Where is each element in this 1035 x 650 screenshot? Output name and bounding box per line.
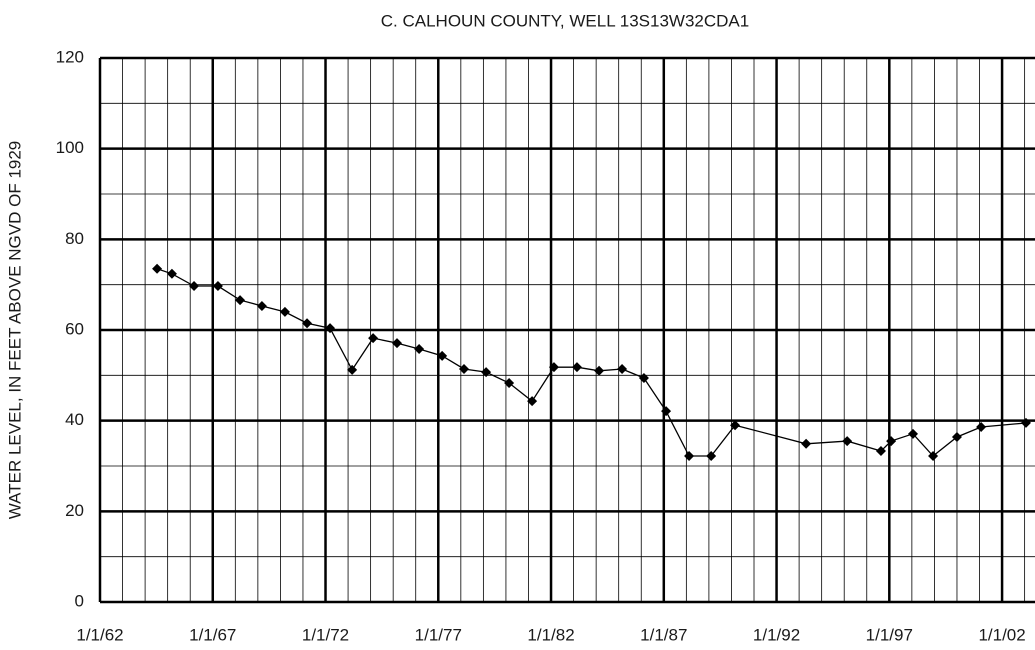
data-point <box>189 281 200 292</box>
x-tick-label: 1/1/02 <box>978 625 1025 644</box>
data-point <box>458 363 469 374</box>
data-point <box>325 323 336 334</box>
data-point <box>842 436 853 447</box>
data-point <box>548 362 559 373</box>
data-point <box>504 378 515 389</box>
data-point <box>152 263 163 274</box>
data-point <box>256 300 267 311</box>
data-point <box>481 367 492 378</box>
data-point <box>661 406 672 417</box>
data-point <box>875 446 886 457</box>
x-tick-label: 1/1/97 <box>866 625 913 644</box>
data-point <box>928 451 939 462</box>
x-tick-label: 1/1/72 <box>302 625 349 644</box>
data-point <box>302 318 313 329</box>
data-point <box>392 338 403 349</box>
data-point <box>235 295 246 306</box>
data-point <box>617 363 628 374</box>
x-tick-label: 1/1/67 <box>189 625 236 644</box>
data-point <box>801 438 812 449</box>
data-point <box>886 436 897 447</box>
x-tick-label: 1/1/77 <box>415 625 462 644</box>
y-tick-label: 100 <box>56 138 84 157</box>
data-point <box>414 344 425 355</box>
data-point <box>594 365 605 376</box>
x-tick-label: 1/1/92 <box>753 625 800 644</box>
y-tick-label: 20 <box>65 501 84 520</box>
x-tick-label: 1/1/62 <box>76 625 123 644</box>
y-tick-label: 80 <box>65 229 84 248</box>
data-point <box>212 281 223 292</box>
data-point <box>571 362 582 373</box>
y-axis-label: WATER LEVEL, IN FEET ABOVE NGVD OF 1929 <box>5 141 24 520</box>
data-point <box>907 428 918 439</box>
x-tick-label: 1/1/82 <box>527 625 574 644</box>
data-point <box>706 451 717 462</box>
data-point <box>279 306 290 317</box>
data-point <box>976 422 987 433</box>
y-tick-label: 40 <box>65 410 84 429</box>
data-point <box>368 333 379 344</box>
data-point <box>527 396 538 407</box>
data-line <box>156 268 1027 457</box>
chart-title: C. CALHOUN COUNTY, WELL 13S13W32CDA1 <box>381 11 749 30</box>
data-point <box>437 350 448 361</box>
data-point <box>730 420 741 431</box>
x-tick-label: 1/1/87 <box>640 625 687 644</box>
data-point <box>638 373 649 384</box>
y-tick-label: 120 <box>56 47 84 66</box>
data-point <box>166 268 177 279</box>
data-point <box>347 364 358 375</box>
data-point <box>684 451 695 462</box>
data-point <box>951 431 962 442</box>
y-tick-label: 0 <box>75 591 84 610</box>
data-point <box>1020 417 1031 428</box>
y-tick-label: 60 <box>65 319 84 338</box>
